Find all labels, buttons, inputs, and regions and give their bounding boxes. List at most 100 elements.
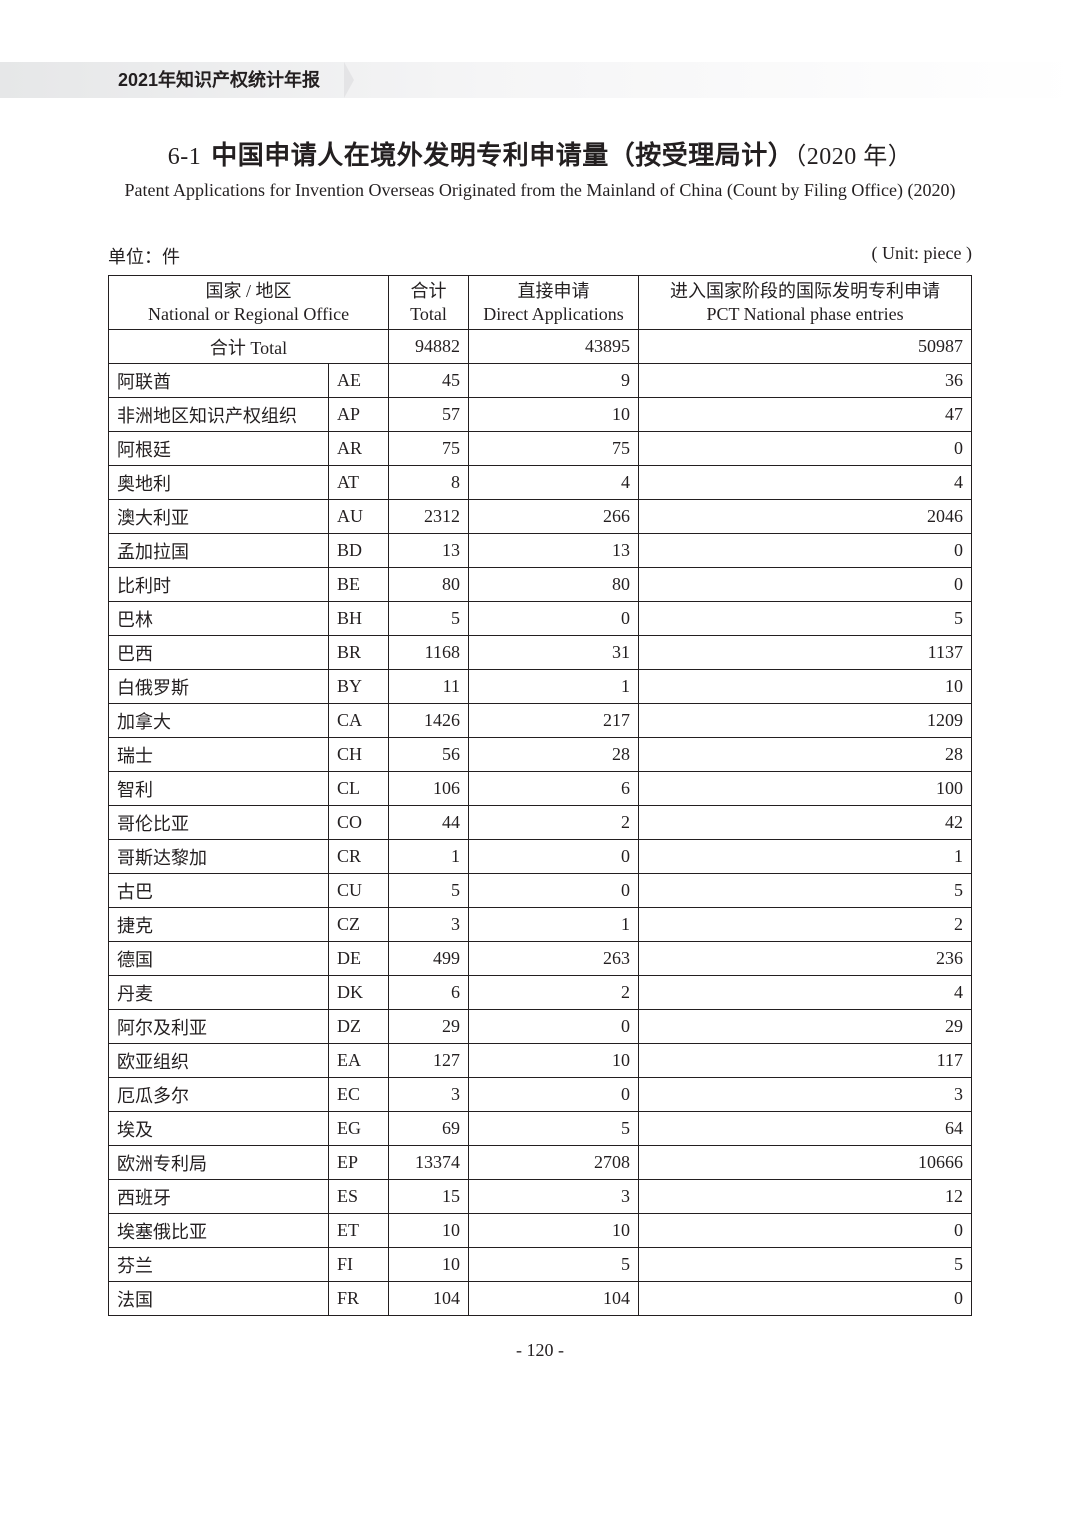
cell-country-code: CR bbox=[329, 840, 389, 874]
table-row: 白俄罗斯BY11110 bbox=[109, 670, 972, 704]
cell-total: 13 bbox=[389, 534, 469, 568]
table-header: 国家 / 地区 National or Regional Office 合计 T… bbox=[109, 276, 972, 330]
table-row: 哥伦比亚CO44242 bbox=[109, 806, 972, 840]
unit-left: 单位：件 bbox=[108, 243, 180, 269]
cell-country-code: DK bbox=[329, 976, 389, 1010]
cell-country-code: AR bbox=[329, 432, 389, 466]
cell-country-code: BH bbox=[329, 602, 389, 636]
col-header-direct-en: Direct Applications bbox=[477, 303, 630, 326]
title-year: （2020 年） bbox=[794, 144, 912, 170]
cell-pct: 0 bbox=[639, 568, 972, 602]
col-header-pct: 进入国家阶段的国际发明专利申请 PCT National phase entri… bbox=[639, 276, 972, 330]
cell-total: 5 bbox=[389, 602, 469, 636]
cell-pct: 1137 bbox=[639, 636, 972, 670]
cell-country-code: CL bbox=[329, 772, 389, 806]
table-row: 阿联酋AE45936 bbox=[109, 364, 972, 398]
cell-direct: 1 bbox=[469, 908, 639, 942]
cell-country-code: DZ bbox=[329, 1010, 389, 1044]
table-row: 西班牙ES15312 bbox=[109, 1180, 972, 1214]
table-row: 丹麦DK624 bbox=[109, 976, 972, 1010]
cell-direct: 10 bbox=[469, 1214, 639, 1248]
total-row-total: 94882 bbox=[389, 330, 469, 364]
cell-pct: 0 bbox=[639, 1214, 972, 1248]
cell-total: 3 bbox=[389, 908, 469, 942]
cell-country-name: 澳大利亚 bbox=[109, 500, 329, 534]
cell-country-name: 巴西 bbox=[109, 636, 329, 670]
cell-direct: 31 bbox=[469, 636, 639, 670]
cell-pct: 1 bbox=[639, 840, 972, 874]
table-row: 澳大利亚AU23122662046 bbox=[109, 500, 972, 534]
cell-direct: 263 bbox=[469, 942, 639, 976]
cell-direct: 1 bbox=[469, 670, 639, 704]
table-total-row: 合计 Total 94882 43895 50987 bbox=[109, 330, 972, 364]
table-row: 阿尔及利亚DZ29029 bbox=[109, 1010, 972, 1044]
unit-right: ( Unit: piece ) bbox=[872, 243, 972, 269]
cell-country-name: 埃及 bbox=[109, 1112, 329, 1146]
cell-country-name: 德国 bbox=[109, 942, 329, 976]
cell-direct: 80 bbox=[469, 568, 639, 602]
cell-country-name: 厄瓜多尔 bbox=[109, 1078, 329, 1112]
cell-country-name: 比利时 bbox=[109, 568, 329, 602]
cell-pct: 117 bbox=[639, 1044, 972, 1078]
cell-country-code: AP bbox=[329, 398, 389, 432]
cell-country-code: FI bbox=[329, 1248, 389, 1282]
cell-direct: 0 bbox=[469, 602, 639, 636]
cell-pct: 28 bbox=[639, 738, 972, 772]
col-header-pct-cn: 进入国家阶段的国际发明专利申请 bbox=[647, 280, 963, 303]
cell-pct: 0 bbox=[639, 432, 972, 466]
cell-country-code: CU bbox=[329, 874, 389, 908]
col-header-region: 国家 / 地区 National or Regional Office bbox=[109, 276, 389, 330]
cell-pct: 5 bbox=[639, 602, 972, 636]
cell-country-name: 加拿大 bbox=[109, 704, 329, 738]
cell-total: 10 bbox=[389, 1214, 469, 1248]
cell-pct: 12 bbox=[639, 1180, 972, 1214]
cell-pct: 29 bbox=[639, 1010, 972, 1044]
cell-pct: 5 bbox=[639, 874, 972, 908]
cell-country-code: ET bbox=[329, 1214, 389, 1248]
title-number: 6-1 bbox=[168, 144, 202, 170]
cell-country-code: BE bbox=[329, 568, 389, 602]
cell-direct: 266 bbox=[469, 500, 639, 534]
cell-country-code: CZ bbox=[329, 908, 389, 942]
cell-total: 10 bbox=[389, 1248, 469, 1282]
cell-total: 15 bbox=[389, 1180, 469, 1214]
cell-total: 6 bbox=[389, 976, 469, 1010]
cell-direct: 5 bbox=[469, 1248, 639, 1282]
cell-direct: 10 bbox=[469, 1044, 639, 1078]
cell-country-name: 法国 bbox=[109, 1282, 329, 1316]
cell-direct: 0 bbox=[469, 840, 639, 874]
col-header-direct: 直接申请 Direct Applications bbox=[469, 276, 639, 330]
cell-pct: 64 bbox=[639, 1112, 972, 1146]
cell-total: 57 bbox=[389, 398, 469, 432]
cell-pct: 2 bbox=[639, 908, 972, 942]
cell-country-name: 哥斯达黎加 bbox=[109, 840, 329, 874]
cell-direct: 3 bbox=[469, 1180, 639, 1214]
cell-total: 3 bbox=[389, 1078, 469, 1112]
table-row: 古巴CU505 bbox=[109, 874, 972, 908]
cell-pct: 4 bbox=[639, 976, 972, 1010]
cell-pct: 4 bbox=[639, 466, 972, 500]
table-row: 巴林BH505 bbox=[109, 602, 972, 636]
cell-direct: 2708 bbox=[469, 1146, 639, 1180]
cell-country-code: AE bbox=[329, 364, 389, 398]
cell-total: 44 bbox=[389, 806, 469, 840]
cell-total: 69 bbox=[389, 1112, 469, 1146]
cell-direct: 0 bbox=[469, 1078, 639, 1112]
cell-total: 5 bbox=[389, 874, 469, 908]
cell-total: 8 bbox=[389, 466, 469, 500]
cell-country-code: CO bbox=[329, 806, 389, 840]
table-row: 埃塞俄比亚ET10100 bbox=[109, 1214, 972, 1248]
cell-pct: 36 bbox=[639, 364, 972, 398]
cell-country-name: 巴林 bbox=[109, 602, 329, 636]
cell-direct: 28 bbox=[469, 738, 639, 772]
table-row: 巴西BR1168311137 bbox=[109, 636, 972, 670]
cell-country-code: CH bbox=[329, 738, 389, 772]
cell-pct: 100 bbox=[639, 772, 972, 806]
cell-pct: 42 bbox=[639, 806, 972, 840]
cell-country-name: 欧亚组织 bbox=[109, 1044, 329, 1078]
cell-direct: 13 bbox=[469, 534, 639, 568]
cell-country-code: BR bbox=[329, 636, 389, 670]
cell-direct: 4 bbox=[469, 466, 639, 500]
cell-total: 106 bbox=[389, 772, 469, 806]
cell-pct: 0 bbox=[639, 534, 972, 568]
